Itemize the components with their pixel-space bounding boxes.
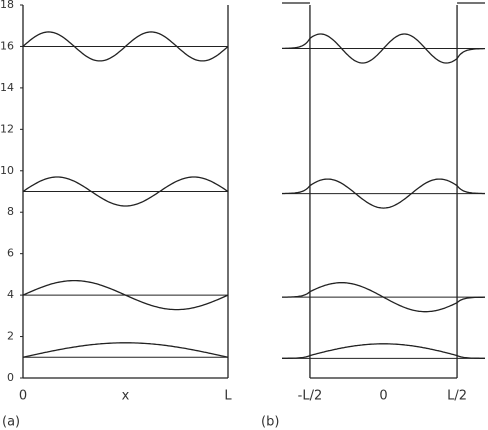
wavefunction — [282, 178, 485, 209]
x-tick-label: -L/2 — [298, 389, 323, 404]
wavefunction — [282, 282, 485, 313]
x-axis-label: x — [122, 389, 130, 404]
wavefunction — [282, 343, 485, 359]
x-tick-label: L — [224, 389, 232, 404]
y-tick-label: 2 — [7, 330, 14, 343]
y-tick-label: 16 — [0, 39, 14, 52]
x-tick-label: 0 — [19, 389, 27, 404]
y-tick-label: 8 — [7, 205, 14, 218]
wavefunction — [22, 31, 229, 62]
wavefunction — [22, 279, 229, 311]
panel-label: (a) — [2, 415, 20, 430]
y-tick-label: 12 — [0, 122, 14, 135]
y-tick-label: 18 — [0, 0, 14, 11]
y-tick-label: 6 — [7, 247, 14, 260]
x-tick-label: 0 — [379, 389, 387, 404]
y-tick-label: 4 — [7, 288, 14, 301]
x-tick-label: L/2 — [447, 389, 467, 404]
wavefunction — [22, 342, 229, 358]
wavefunction — [282, 33, 485, 64]
panel-label: (b) — [261, 415, 279, 430]
wavefunction — [22, 176, 229, 207]
y-tick-label: 0 — [7, 371, 14, 384]
y-tick-label: 10 — [0, 164, 14, 177]
y-tick-label: 14 — [0, 81, 14, 94]
